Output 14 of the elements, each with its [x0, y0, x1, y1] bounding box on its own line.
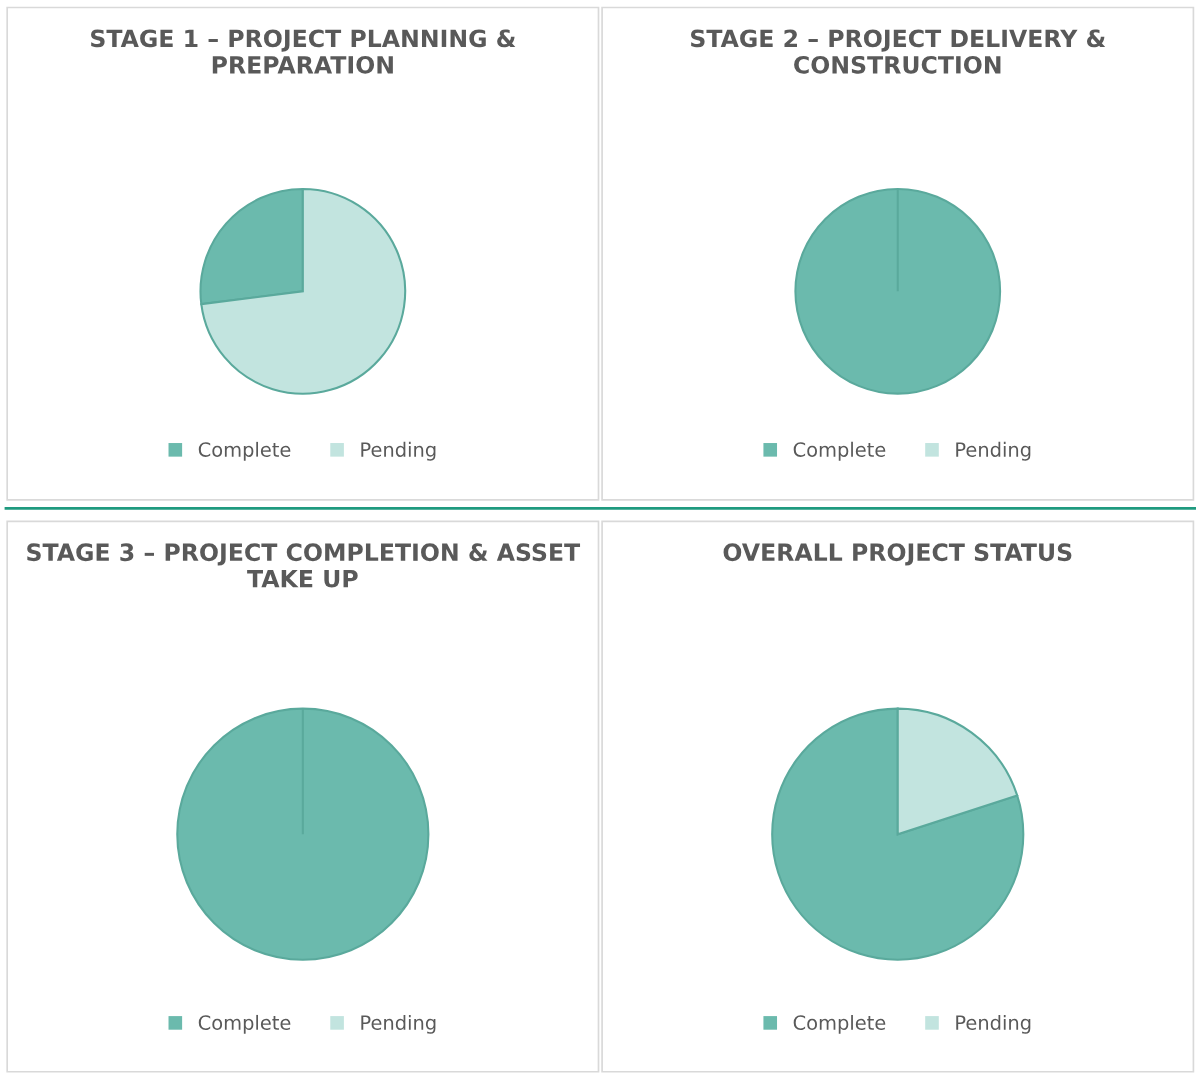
legend-label: Pending	[361, 1014, 436, 1034]
legend-label: Complete	[793, 441, 886, 461]
chart-title: STAGE 1 – PROJECT PLANNING & PREPARATION	[91, 29, 516, 74]
chart-title: STAGE 2 – PROJECT DELIVERY & CONSTRUCTION	[691, 29, 1106, 74]
legend-label: Complete	[793, 1014, 886, 1034]
legend-label: Pending	[956, 1014, 1031, 1034]
chart-title: OVERALL PROJECT STATUS	[723, 543, 1072, 566]
pie-slice	[771, 707, 1025, 961]
legend-label: Complete	[198, 1014, 291, 1034]
chart-title: STAGE 3 – PROJECT COMPLETION & ASSET TAKE UP	[27, 543, 581, 588]
legend-label: Complete	[198, 441, 291, 461]
pie-slice	[200, 187, 407, 395]
legend-label: Pending	[956, 441, 1031, 461]
legend-label: Pending	[361, 441, 436, 461]
